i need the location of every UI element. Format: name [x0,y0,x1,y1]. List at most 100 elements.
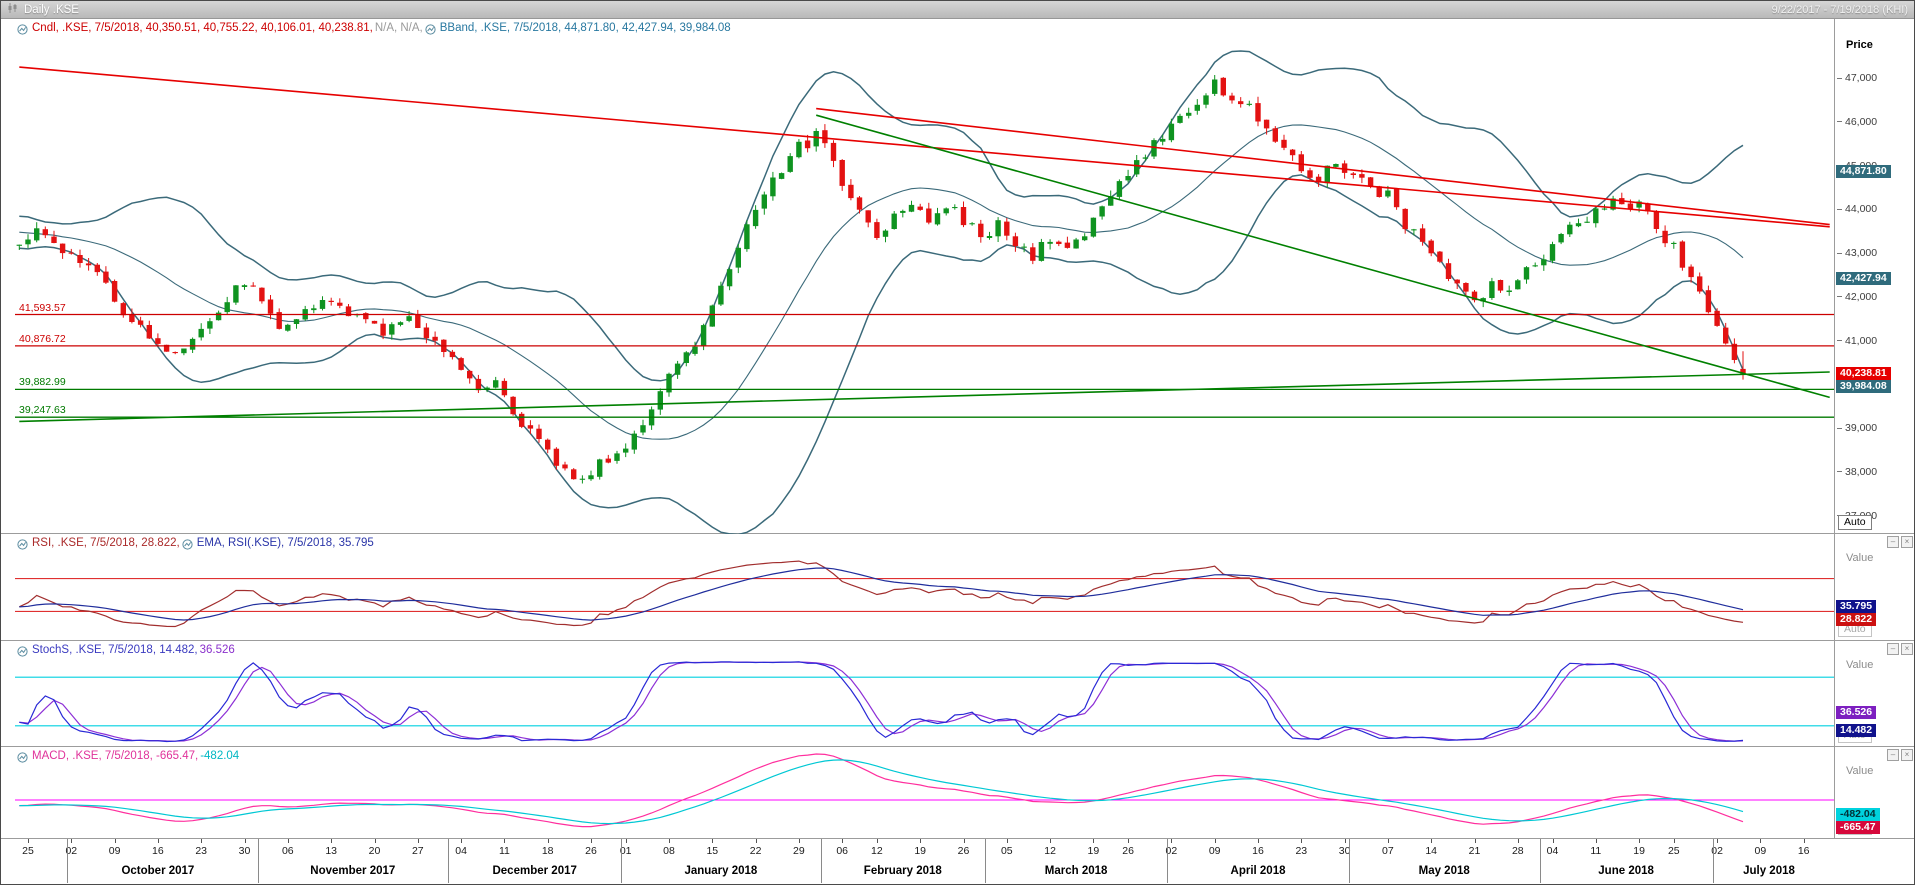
date-label: 09 [1754,845,1767,857]
tick-mark [876,839,878,843]
price-auto-button[interactable]: Auto [1838,515,1872,530]
ema-series-icon [182,538,193,550]
tick-mark [842,839,844,843]
minimize-icon[interactable]: – [1887,536,1899,548]
chart-app-icon [7,1,19,19]
date-label: 23 [195,845,208,857]
tick-mark [1517,839,1519,843]
legend[interactable]: StochS, .KSE, 7/5/2018, 14.482, 36.526 [17,644,237,657]
tick-mark [1387,839,1389,843]
date-label: 13 [325,845,338,857]
month-label: June 2018 [1598,865,1654,877]
date-label: 05 [1000,845,1013,857]
window-titlebar[interactable]: Daily .KSE 9/22/2017 - 7/19/2018 (KHI) [1,1,1914,19]
macd-signal-line [19,759,1744,825]
legend-text: 36.526 [199,644,235,656]
legend[interactable]: Cndl, .KSE, 7/5/2018, 40,350.51, 40,755.… [17,22,733,35]
bollinger-middle-badge: 42,427.94 [1836,271,1891,285]
macd-line [19,753,1744,828]
close-icon[interactable]: × [1901,536,1913,548]
legend-text: BBand, .KSE, 7/5/2018, 44,871.80, 42,427… [439,22,731,34]
stoch-chart[interactable] [1,641,1915,747]
macd-scale-title: Value [1846,765,1874,777]
window-title: Daily .KSE [24,3,79,16]
macd-chart[interactable] [1,747,1915,839]
close-icon[interactable]: × [1901,643,1913,655]
ascending-support-line[interactable] [19,371,1830,423]
tick-mark [712,839,714,843]
tick-mark [71,839,73,843]
tick-mark [1258,839,1259,843]
time-axis[interactable]: 25 02 09 16 23 30 06 13 20 27 04 11 18 26 01 08 15 22 29 06… [1,839,1914,884]
price-chart[interactable] [1,19,1915,534]
month-label: July 2018 [1743,865,1795,877]
tick-mark [1171,839,1173,843]
rsi-line [19,560,1744,628]
tick-mark [1474,839,1476,843]
date-label: 16 [1252,845,1264,857]
tick-mark [1214,839,1216,843]
stoch-k-badge: 14.482 [1836,723,1877,737]
date-label: 16 [1797,845,1810,857]
legend[interactable]: MACD, .KSE, 7/5/2018, -665.47, -482.04 [17,750,241,763]
tick-mark [1552,839,1554,843]
month-separator [1167,839,1168,883]
date-label: 19 [1087,845,1100,857]
tick-mark [547,839,549,843]
tick-mark [244,839,246,843]
price-axis-tick: 43,000 [1837,247,1877,259]
rsi-badge: 28.822 [1836,613,1877,627]
macd-series-icon [17,751,28,763]
rsi-ema-line [19,567,1744,621]
bollinger-series-icon [425,23,436,35]
month-label: December 2017 [492,865,577,877]
close-icon[interactable]: × [1901,749,1913,761]
price-panel[interactable]: Price Auto 41,593.57 40,876.72 39,882.99 39… [1,19,1915,534]
tick-mark [669,839,670,843]
stoch-d-line [19,661,1744,742]
legend[interactable]: RSI, .KSE, 7/5/2018, 28.822, EMA, RSI(.K… [17,537,376,550]
green-downtrend-line[interactable] [815,114,1830,399]
month-label: January 2018 [684,865,758,877]
january-peak-downtrend-line[interactable] [816,107,1830,226]
minimize-icon[interactable]: – [1887,643,1899,655]
rsi-panel[interactable]: – × Value Auto 35.795 28.822 RSI, .KSE, 7/… [1,534,1915,641]
rsi-scale-title: Value [1846,552,1874,564]
legend-text: MACD, .KSE, 7/5/2018, -665.47, [32,750,199,762]
date-label: 15 [706,845,719,857]
minimize-icon[interactable]: – [1887,749,1899,761]
level-label: 40,876.72 [19,332,66,345]
tick-mark [417,839,419,843]
rsi-chart[interactable] [1,534,1915,641]
date-label: 14 [1425,845,1438,857]
legend-text: RSI, .KSE, 7/5/2018, 28.822, [32,537,180,549]
scale-separator [1834,19,1835,839]
date-label: 04 [1546,845,1559,857]
tick-mark [591,839,592,843]
date-label: 20 [368,845,381,857]
major-downtrend-line[interactable] [19,66,1830,228]
month-separator [621,839,623,883]
tick-mark [331,839,333,843]
date-label: 30 [1338,845,1351,857]
date-label: 19 [914,845,927,857]
tick-mark [798,839,800,843]
bollinger-bands [19,50,1744,534]
month-separator [985,839,987,883]
date-label: 26 [585,845,597,857]
candles [16,75,1746,484]
date-label: 23 [1295,845,1308,857]
rsi-series-icon [17,538,28,550]
bollinger-lower-badge: 39,984.08 [1836,380,1891,394]
month-label: March 2018 [1044,865,1108,877]
date-label: 29 [793,845,805,857]
month-separator [1712,839,1714,883]
tick-mark [114,839,116,843]
date-label: 11 [1590,845,1602,857]
date-label: 09 [108,845,121,857]
price-axis-tick: 38,000 [1837,466,1877,478]
tick-mark [625,839,627,843]
month-label: October 2017 [121,865,195,877]
